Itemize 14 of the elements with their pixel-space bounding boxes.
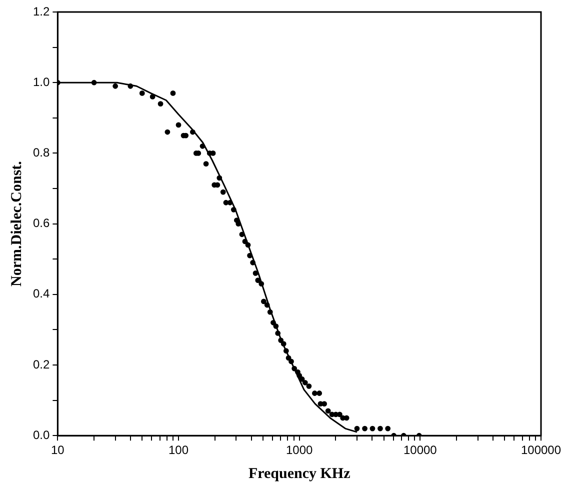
y-tick-label: 1.2 [32, 4, 50, 18]
y-tick-label: 0.4 [32, 286, 50, 301]
y-tick-label: 0.6 [32, 216, 50, 230]
x-tick-label: 10 [51, 443, 65, 458]
y-tick-label: 0.0 [32, 428, 50, 442]
y-axis-title: Norm.Dielec.Const. [8, 160, 25, 286]
y-tick-label: 1.0 [32, 74, 50, 89]
y-tick-label: 0.2 [32, 357, 50, 372]
x-axis-title: Frequency KHz [248, 466, 351, 482]
x-tick-label: 10000 [403, 443, 438, 458]
x-tick-label: 100 [168, 443, 189, 458]
y-tick-label: 0.8 [32, 146, 50, 160]
x-tick-label: 100000 [520, 443, 562, 458]
x-tick-label: 1000 [286, 443, 314, 458]
